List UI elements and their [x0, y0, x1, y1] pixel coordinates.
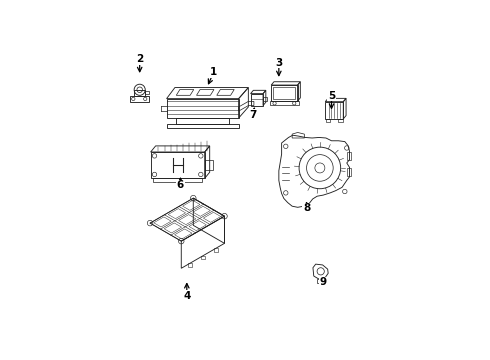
Text: 8: 8 — [303, 203, 310, 213]
Text: 5: 5 — [328, 91, 335, 101]
Text: 7: 7 — [249, 110, 256, 120]
Text: 6: 6 — [177, 180, 184, 190]
Text: 4: 4 — [183, 291, 191, 301]
Text: 1: 1 — [210, 67, 218, 77]
Text: 3: 3 — [275, 58, 282, 68]
Text: 2: 2 — [136, 54, 143, 64]
Text: 9: 9 — [319, 277, 327, 287]
